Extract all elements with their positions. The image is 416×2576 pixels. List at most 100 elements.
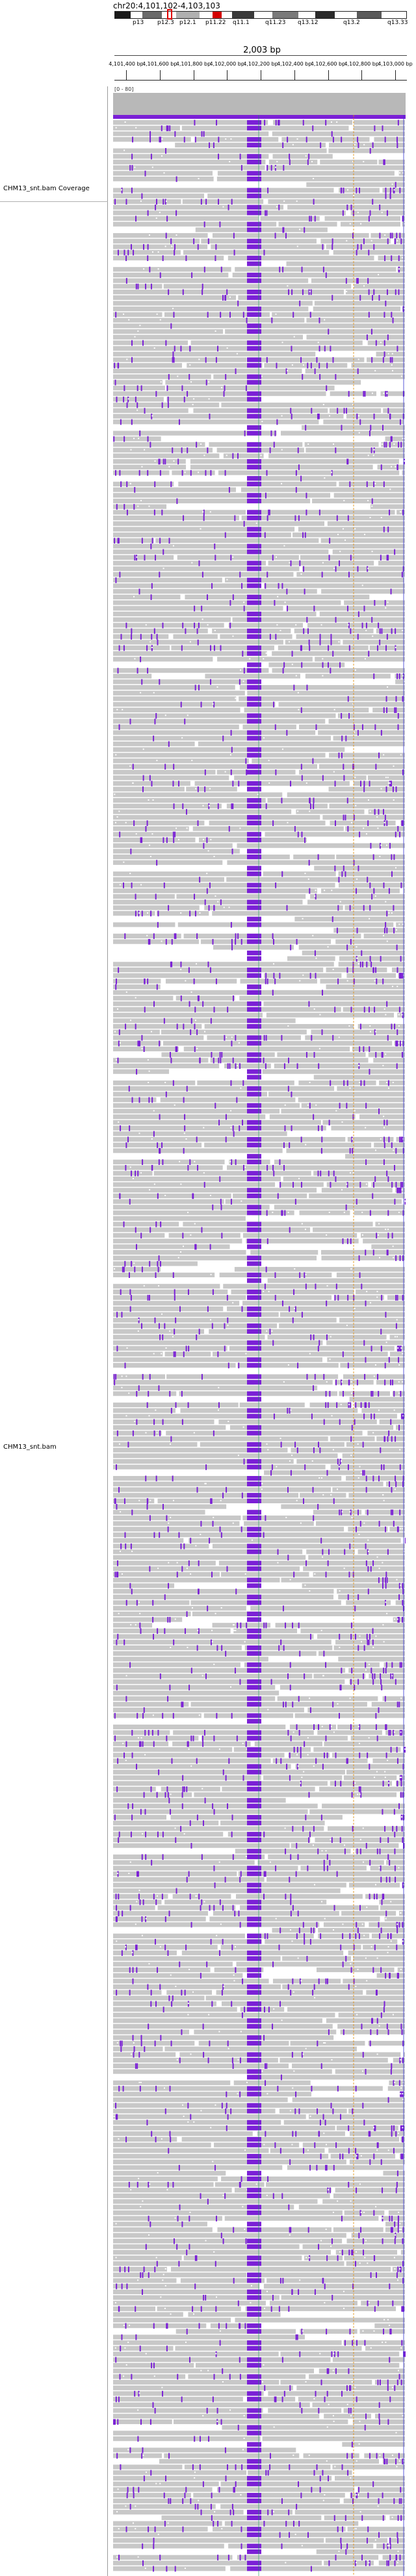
insertion-marker — [376, 1735, 378, 1742]
insertion-marker — [281, 797, 283, 804]
insertion-marker — [225, 1136, 227, 1143]
aligned-read — [113, 2510, 244, 2515]
insertion-marker — [200, 1905, 202, 1911]
insertion-marker — [119, 571, 121, 578]
mismatch-marker — [396, 1336, 398, 1338]
insertion-marker — [363, 905, 365, 911]
insertion-marker — [395, 695, 397, 702]
insertion-marker — [279, 973, 281, 979]
aligned-read — [339, 956, 405, 961]
insertion-marker — [280, 1182, 281, 1188]
aligned-read — [354, 1210, 405, 1216]
alignment-reads-track[interactable] — [113, 115, 406, 2576]
insertion-marker — [131, 1509, 133, 1516]
aligned-read — [381, 442, 405, 447]
insertion-marker — [212, 1289, 214, 1295]
aligned-read — [198, 2041, 289, 2046]
mismatch-marker — [203, 455, 205, 456]
mismatch-marker — [403, 438, 405, 440]
insertion-marker — [118, 1486, 120, 1493]
insertion-label-box — [247, 154, 261, 159]
insertion-marker — [371, 498, 373, 505]
insertion-marker — [177, 458, 179, 465]
mismatch-marker — [196, 1895, 198, 1897]
insertion-marker — [172, 1995, 174, 2001]
aligned-read — [113, 1058, 209, 1063]
insertion-marker — [312, 125, 314, 131]
chromosome-ideogram[interactable] — [114, 11, 407, 19]
mismatch-marker — [137, 2409, 139, 2411]
insertion-marker — [395, 1481, 397, 1487]
insertion-marker — [144, 1808, 146, 1815]
aligned-read — [272, 1979, 341, 1984]
insertion-marker — [356, 888, 358, 894]
insertion-marker — [281, 2396, 283, 2403]
coverage-track[interactable]: [0 - 80] — [113, 86, 406, 115]
aligned-read — [269, 1114, 356, 1119]
coordinate-ruler[interactable]: 4,101,400 bp 4,101,600 bp 4,101,800 bp 4,10… — [109, 58, 413, 84]
insertion-marker — [116, 1504, 118, 1510]
insertion-marker — [313, 1114, 315, 1120]
insertion-marker — [323, 1865, 325, 1871]
aligned-read — [351, 2232, 405, 2238]
insertion-marker — [359, 1752, 361, 1758]
mismatch-marker — [372, 2127, 374, 2129]
mismatch-marker — [137, 1330, 139, 1332]
insertion-marker — [150, 1227, 151, 1233]
mismatch-marker — [341, 1121, 343, 1123]
insertion-marker — [291, 2289, 293, 2295]
insertion-marker — [321, 1125, 323, 1131]
mismatch-marker — [124, 149, 125, 151]
aligned-read — [205, 1995, 405, 2001]
mismatch-marker — [261, 1482, 263, 1484]
mismatch-marker — [296, 138, 298, 140]
insertion-marker — [347, 458, 349, 465]
aligned-read — [322, 1803, 405, 1808]
mismatch-marker — [359, 1082, 361, 1083]
insertion-marker — [231, 199, 233, 205]
insertion-marker — [334, 1295, 336, 1301]
reads-track-name[interactable]: CHM13_snt.bam — [3, 1444, 57, 1451]
aligned-read — [113, 1786, 156, 1792]
coverage-track-name[interactable]: CHM13_snt.bam Coverage — [3, 185, 90, 192]
insertion-marker — [359, 1046, 361, 1052]
insertion-marker — [378, 1108, 380, 1114]
mismatch-marker — [352, 1138, 354, 1140]
insertion-label-box — [247, 634, 261, 639]
insertion-marker — [122, 882, 124, 888]
aligned-read — [113, 1555, 306, 1560]
aligned-read — [113, 2301, 266, 2306]
mismatch-marker — [382, 2342, 384, 2344]
insertion-marker — [389, 509, 391, 516]
aligned-read — [376, 1973, 405, 1978]
insertion-marker — [151, 634, 153, 640]
insertion-marker — [398, 1803, 400, 1809]
mismatch-marker — [142, 2455, 144, 2457]
insertion-label-box — [247, 1345, 261, 1351]
insertion-marker — [190, 2114, 192, 2120]
insertion-label-box — [247, 1363, 261, 1368]
insertion-marker — [351, 1425, 353, 1431]
insertion-marker — [359, 1272, 361, 1278]
aligned-read — [322, 1119, 405, 1125]
insertion-marker — [279, 1159, 281, 1165]
insertion-marker — [203, 515, 205, 521]
aligned-read — [266, 165, 405, 170]
ruler-tick-label: 4,102,000 bp — [209, 61, 244, 67]
insertion-marker — [387, 1933, 389, 1939]
mismatch-marker — [318, 1047, 320, 1049]
insertion-marker — [378, 2419, 380, 2425]
aligned-read — [113, 447, 213, 453]
mismatch-marker — [125, 1675, 127, 1677]
insertion-marker — [384, 1825, 386, 1832]
insertion-marker — [274, 1295, 276, 1301]
mismatch-marker — [156, 1432, 158, 1434]
insertion-marker — [263, 1871, 265, 1877]
mismatch-marker — [358, 1725, 359, 1727]
insertion-marker — [396, 1747, 398, 1753]
mismatch-marker — [233, 1980, 235, 1982]
insertion-marker — [226, 2323, 228, 2329]
insertion-marker — [306, 1956, 308, 1962]
insertion-marker — [154, 2040, 156, 2047]
insertion-marker — [186, 2249, 188, 2256]
